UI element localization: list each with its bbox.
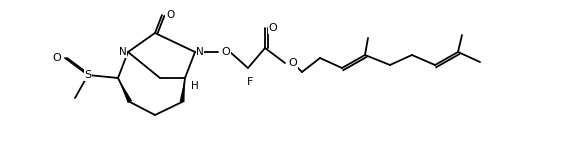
Text: O: O [289,58,297,68]
Text: N: N [119,47,127,57]
Text: O: O [166,10,174,20]
Text: N: N [196,47,204,57]
Text: F: F [247,77,253,87]
Text: H: H [191,81,199,91]
Text: O: O [269,23,277,33]
Text: S: S [84,70,92,80]
Text: O: O [53,53,61,63]
Text: O: O [222,47,230,57]
Polygon shape [180,78,185,102]
Polygon shape [118,78,132,103]
